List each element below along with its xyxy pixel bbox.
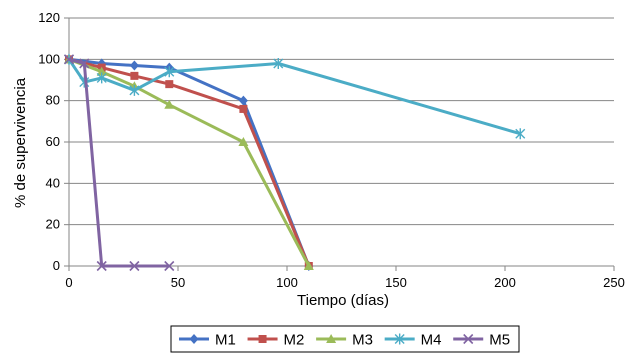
- y-tick-label-0: 0: [53, 258, 60, 273]
- y-tick-label-1: 20: [46, 217, 60, 232]
- legend-marker-M2: [258, 335, 267, 343]
- series-line-M3: [68, 57, 311, 267]
- data-point-M5-4: [164, 260, 175, 272]
- legend-label-M2: M2: [284, 332, 305, 349]
- data-point-M1-4: [238, 95, 248, 106]
- series-area: [63, 53, 526, 272]
- series-line-M1: [68, 57, 311, 267]
- legend: M1 M2 M3 M4 M5: [170, 325, 520, 353]
- legend-label-M1: M1: [215, 332, 236, 349]
- legend-item-M4: M4: [384, 332, 442, 349]
- series-line-M2: [68, 57, 311, 267]
- x-tick-label-3: 150: [385, 275, 407, 290]
- legend-label-M3: M3: [352, 332, 373, 349]
- data-point-M5-3: [129, 260, 140, 272]
- legend-item-M5: M5: [453, 332, 510, 349]
- x-axis-title: Tiempo (días): [297, 292, 389, 309]
- legend-marker-M4: [394, 333, 405, 345]
- x-tick-label-0: 0: [65, 275, 72, 290]
- series-M1: [64, 54, 314, 271]
- series-M3: [64, 54, 314, 270]
- data-point-M2-4: [239, 104, 248, 113]
- legend-item-M1: M1: [179, 332, 236, 349]
- data-point-M2-2: [130, 71, 139, 80]
- y-tick-label-2: 40: [46, 175, 60, 190]
- series-line-M5: [68, 57, 170, 268]
- x-tick-label-1: 50: [171, 275, 185, 290]
- series-M5: [63, 54, 175, 272]
- data-point-M3-3: [164, 99, 175, 109]
- legend-marker-M1: [189, 334, 199, 344]
- data-point-M5-0: [63, 54, 75, 65]
- data-point-M4-3: [129, 84, 140, 96]
- y-axis-title: % de supervivencia: [12, 77, 29, 208]
- data-point-M3-4: [238, 137, 249, 146]
- data-point-M5-1: [79, 58, 90, 69]
- y-tick-label-5: 100: [38, 51, 60, 66]
- x-tick-label-5: 250: [603, 275, 625, 290]
- y-tick-label-3: 60: [46, 134, 60, 149]
- legend-label-M5: M5: [489, 332, 510, 349]
- gridlines: [69, 17, 614, 226]
- legend-marker-M3: [326, 334, 337, 343]
- data-point-M3-5: [303, 261, 314, 270]
- legend-item-M3: M3: [316, 332, 373, 349]
- x-tick-label-2: 100: [276, 275, 298, 290]
- series-line-M4: [67, 58, 521, 136]
- legend-item-M2: M2: [247, 332, 305, 349]
- y-tick-label-6: 120: [38, 10, 60, 25]
- y-tick-label-4: 80: [46, 93, 60, 108]
- data-point-M5-2: [96, 260, 107, 272]
- legend-marker-M5: [463, 333, 474, 345]
- data-point-M4-4: [164, 66, 175, 78]
- axes: 0 20 40 60 80 100 120 0 50 100 150 200 250: [38, 10, 625, 290]
- data-point-M4-5: [273, 57, 284, 69]
- x-tick-label-4: 200: [494, 275, 516, 290]
- data-point-M4-2: [96, 72, 107, 84]
- data-point-M1-2: [129, 60, 139, 71]
- series-M2: [65, 55, 313, 270]
- legend-label-M4: M4: [421, 332, 442, 349]
- data-point-M2-3: [165, 80, 174, 89]
- data-point-M4-6: [515, 128, 526, 140]
- data-point-M3-1: [96, 66, 107, 76]
